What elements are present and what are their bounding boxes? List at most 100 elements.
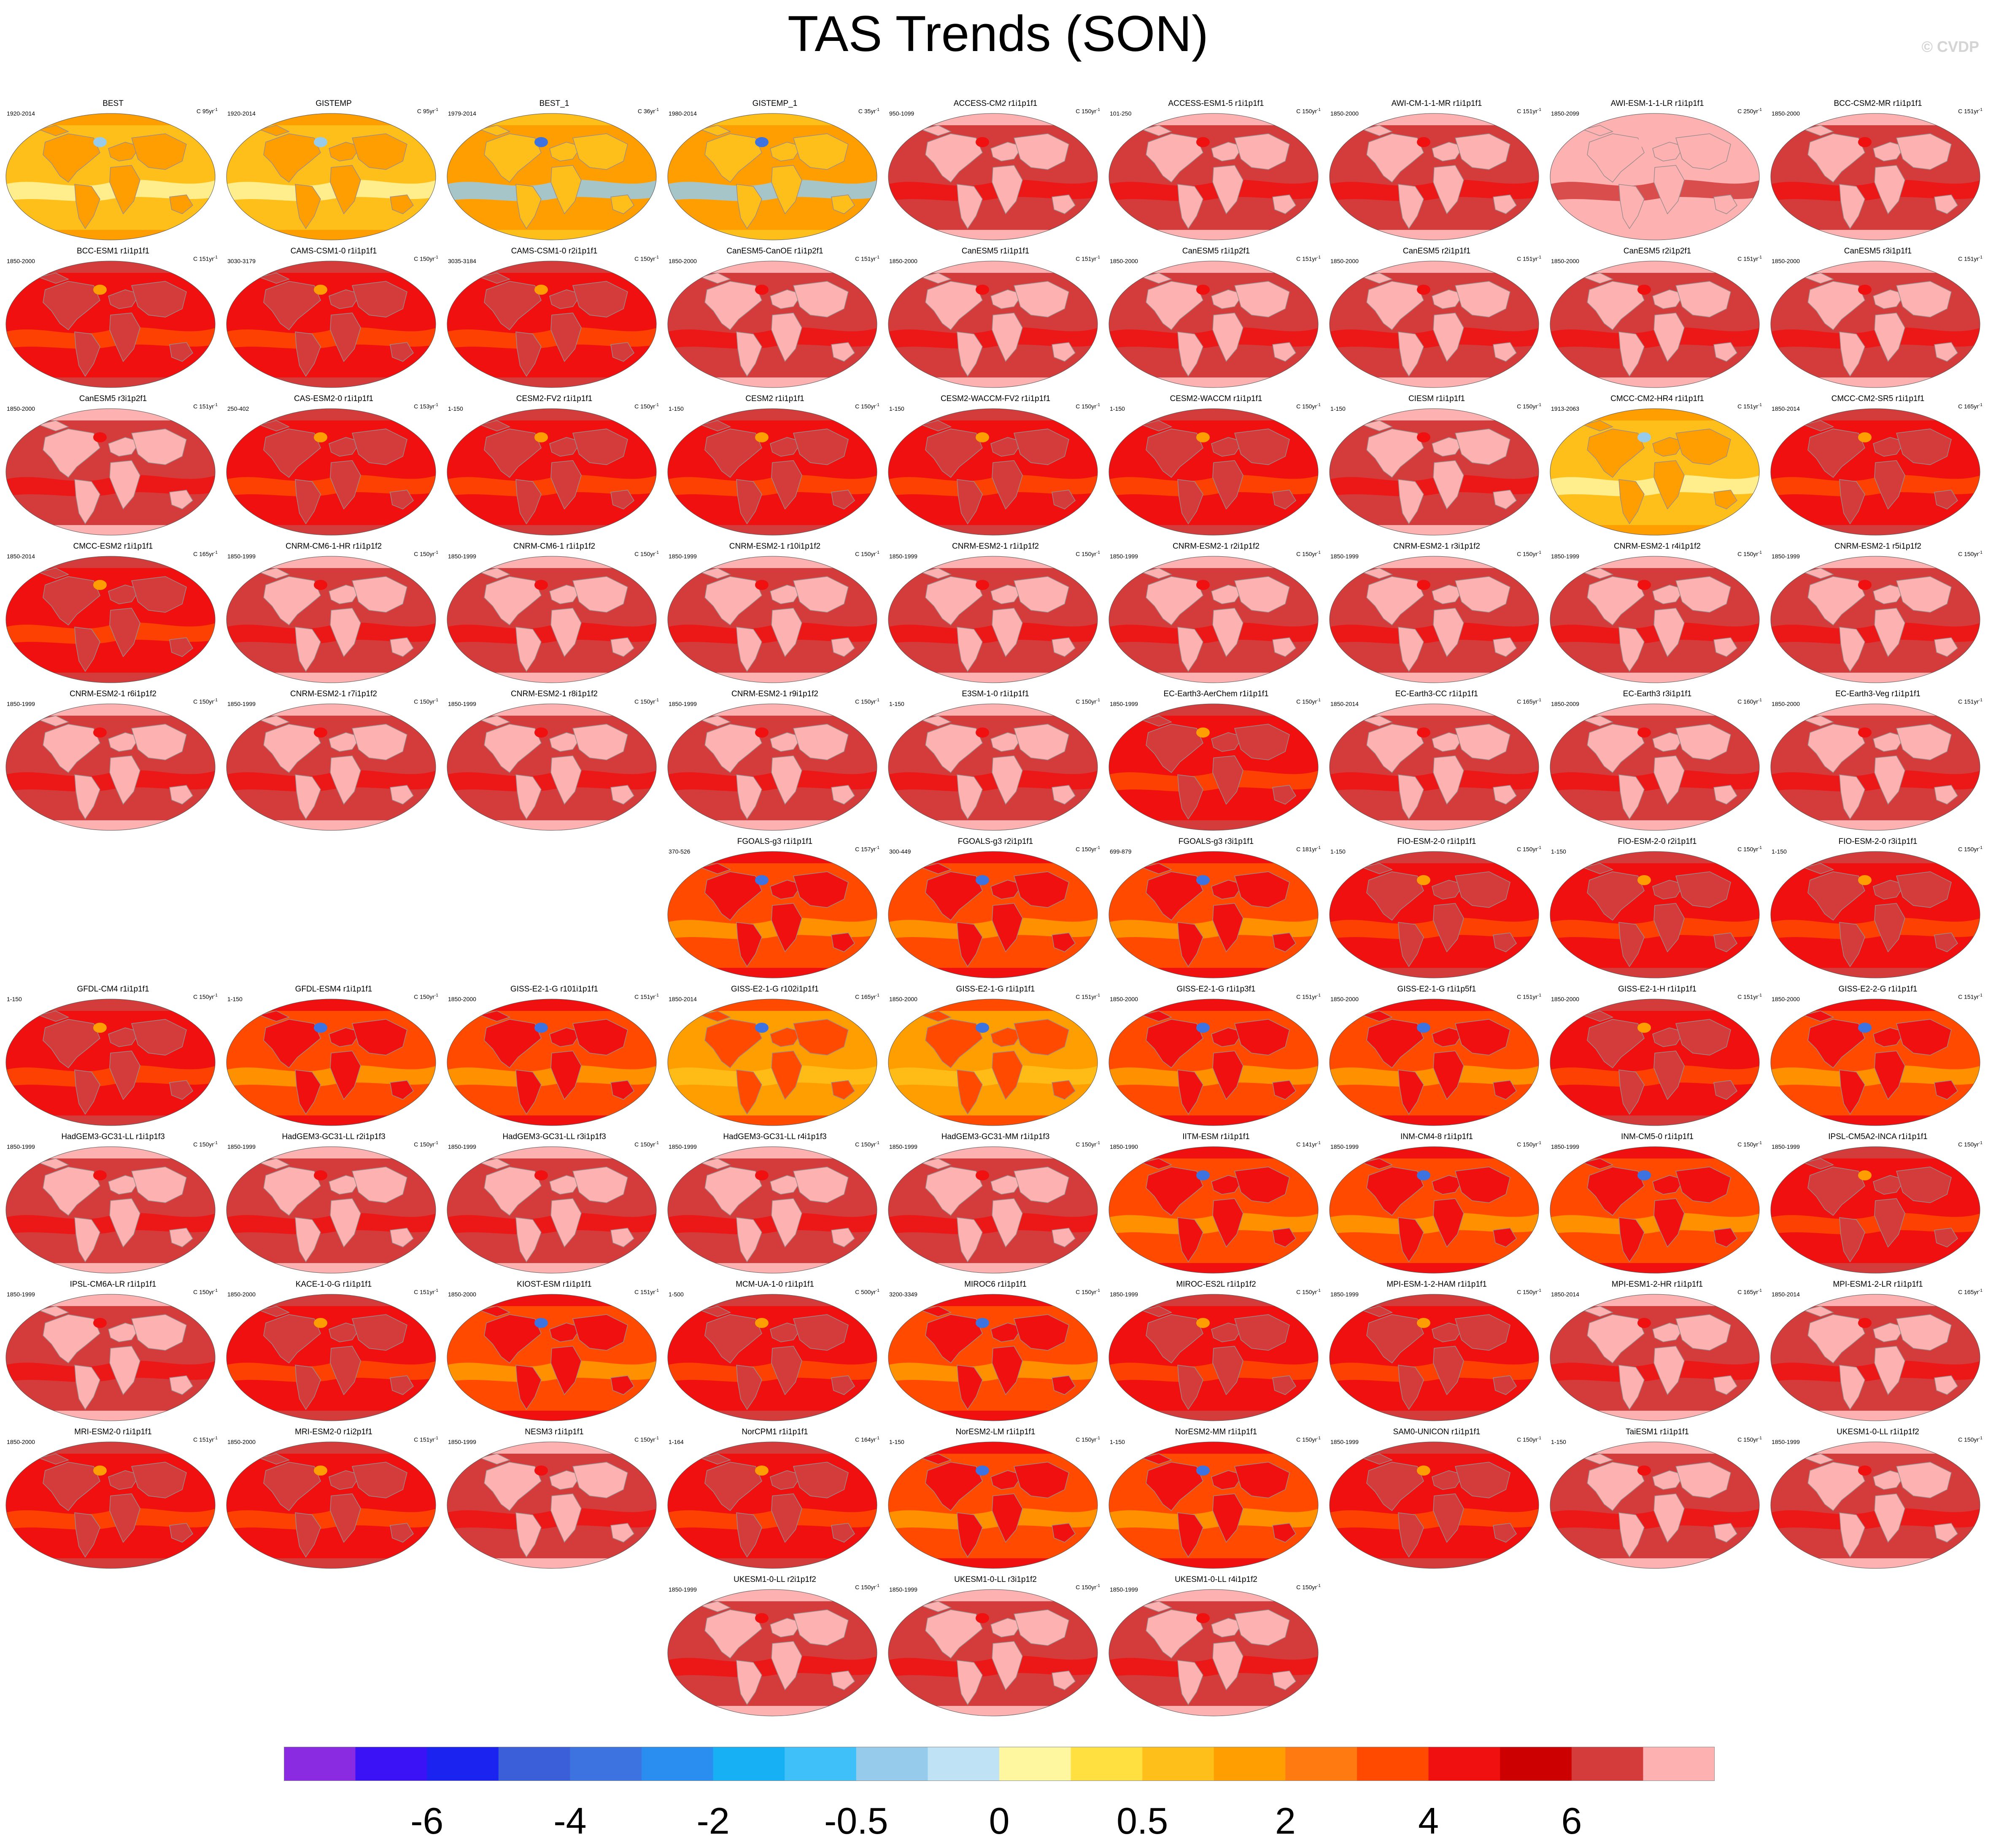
map-border [226, 556, 436, 683]
continent-outline [1896, 724, 1952, 760]
antarctic-band [888, 230, 1098, 240]
tropical-band [6, 180, 215, 201]
panel-period: 1850-1999 [448, 553, 476, 560]
panel-title: CESM2-WACCM-FV2 r1i1p1f1 [940, 394, 1051, 403]
continent-outline [1618, 1069, 1645, 1115]
panel-trend-units: C 150yr-1 [1737, 846, 1762, 853]
panel-period: 1850-2000 [1772, 258, 1800, 264]
trend-map [1770, 1294, 1980, 1421]
colorbar-swatch [785, 1747, 857, 1781]
arctic-band [6, 409, 215, 420]
antarctic-band [888, 673, 1098, 683]
arctic-band [888, 1294, 1098, 1306]
north-atlantic-anomaly [93, 727, 107, 738]
continent-outline [1211, 1618, 1244, 1638]
panel-trend-units: C 150yr-1 [855, 1584, 879, 1591]
continent-outline [131, 724, 187, 760]
trend-map [1109, 1294, 1319, 1421]
map-border [1550, 1146, 1760, 1274]
antarctic-band [888, 377, 1098, 388]
arctic-band [6, 1294, 215, 1306]
arctic-band [1109, 704, 1318, 716]
tropical-band [1330, 327, 1539, 349]
tropical-band [1109, 327, 1318, 349]
north-atlantic-anomaly [1858, 137, 1872, 147]
panel-period: 1850-2000 [1772, 996, 1800, 1002]
map-border [1109, 113, 1319, 240]
continent-outline [1675, 724, 1731, 760]
panel-trend-units: C 151yr-1 [1517, 255, 1541, 262]
continent-outline [1398, 627, 1424, 672]
north-atlantic-anomaly [755, 285, 769, 295]
continent-outline [38, 568, 69, 579]
continent-outline [1398, 479, 1424, 525]
tropical-band [6, 1213, 215, 1234]
tropical-band [1771, 1065, 1980, 1087]
panel-period: 1850-2000 [1551, 258, 1579, 264]
colorbar-tick-label: -2 [696, 1800, 730, 1842]
continent-outline [990, 585, 1023, 604]
panel-title: CESM2 r1i1p1f1 [745, 394, 804, 403]
trend-map [667, 1294, 877, 1421]
colorbar-swatch [1142, 1747, 1214, 1781]
tropical-band [1330, 770, 1539, 792]
panel-trend-units: C 151yr-1 [1737, 993, 1762, 1000]
tropical-band [447, 622, 656, 644]
trend-map [226, 1146, 436, 1274]
trend-map [888, 1589, 1098, 1716]
north-atlantic-anomaly [534, 137, 548, 147]
continent-outline [1433, 1493, 1464, 1543]
arctic-band [1109, 851, 1318, 863]
map-panel: MPI-ESM-1-2-HAM r1i1p1f1 1850-1999 C 150yr… [1329, 1280, 1545, 1425]
continent-outline [1653, 1493, 1685, 1543]
tropical-band [668, 1360, 877, 1382]
panel-title: GISS-E2-1-G r101i1p1f1 [510, 985, 599, 994]
continent-outline [1652, 1470, 1685, 1490]
continent-outline [1896, 871, 1952, 908]
continent-outline [610, 1523, 634, 1543]
map-panel: UKESM1-0-LL r2i1p1f2 1850-1999 C 150yr-1 [667, 1575, 883, 1721]
arctic-band [888, 409, 1098, 420]
tropical-band [447, 327, 656, 349]
continent-outline [992, 1346, 1023, 1395]
antarctic-band [668, 1411, 877, 1421]
continent-outline [295, 774, 321, 820]
continent-outline [770, 732, 803, 752]
panel-period: 1850-1999 [227, 700, 256, 707]
panel-trend-units: C 150yr-1 [1517, 846, 1541, 853]
map-border [1770, 1294, 1980, 1421]
continent-outline [390, 1080, 414, 1100]
arctic-band [668, 999, 877, 1011]
continent-outline [1713, 1228, 1737, 1247]
antarctic-band [1109, 820, 1318, 830]
trend-map [888, 556, 1098, 683]
panel-trend-units: C 150yr-1 [1737, 550, 1762, 558]
north-atlantic-anomaly [755, 875, 769, 885]
tropical-band [1109, 918, 1318, 939]
continent-outline [74, 1365, 100, 1410]
antarctic-band [1330, 377, 1539, 388]
continent-outline [990, 1618, 1023, 1638]
continent-outline [925, 576, 983, 626]
colorbar-swatch [570, 1747, 642, 1781]
continent-outline [1873, 1175, 1906, 1195]
trend-map [1550, 1441, 1760, 1569]
tropical-band [227, 1213, 436, 1234]
arctic-band [1771, 409, 1980, 420]
continent-outline [108, 1175, 141, 1195]
north-atlantic-anomaly [93, 1170, 107, 1180]
colorbar-swatch [1214, 1747, 1286, 1781]
panel-title: MIROC6 r1i1p1f1 [964, 1280, 1027, 1289]
continent-outline [1873, 1027, 1906, 1047]
continent-outline [1432, 732, 1465, 752]
map-border [1770, 1146, 1980, 1274]
continent-outline [1361, 568, 1393, 579]
continent-outline [1713, 342, 1737, 362]
arctic-band [1109, 999, 1318, 1011]
map-border [1109, 1441, 1319, 1569]
continent-outline [1618, 1512, 1645, 1558]
panel-period: 1979-2014 [448, 110, 476, 117]
continent-outline [1177, 922, 1203, 967]
continent-outline [920, 272, 952, 284]
colorbar-tick-label: -4 [553, 1800, 587, 1842]
